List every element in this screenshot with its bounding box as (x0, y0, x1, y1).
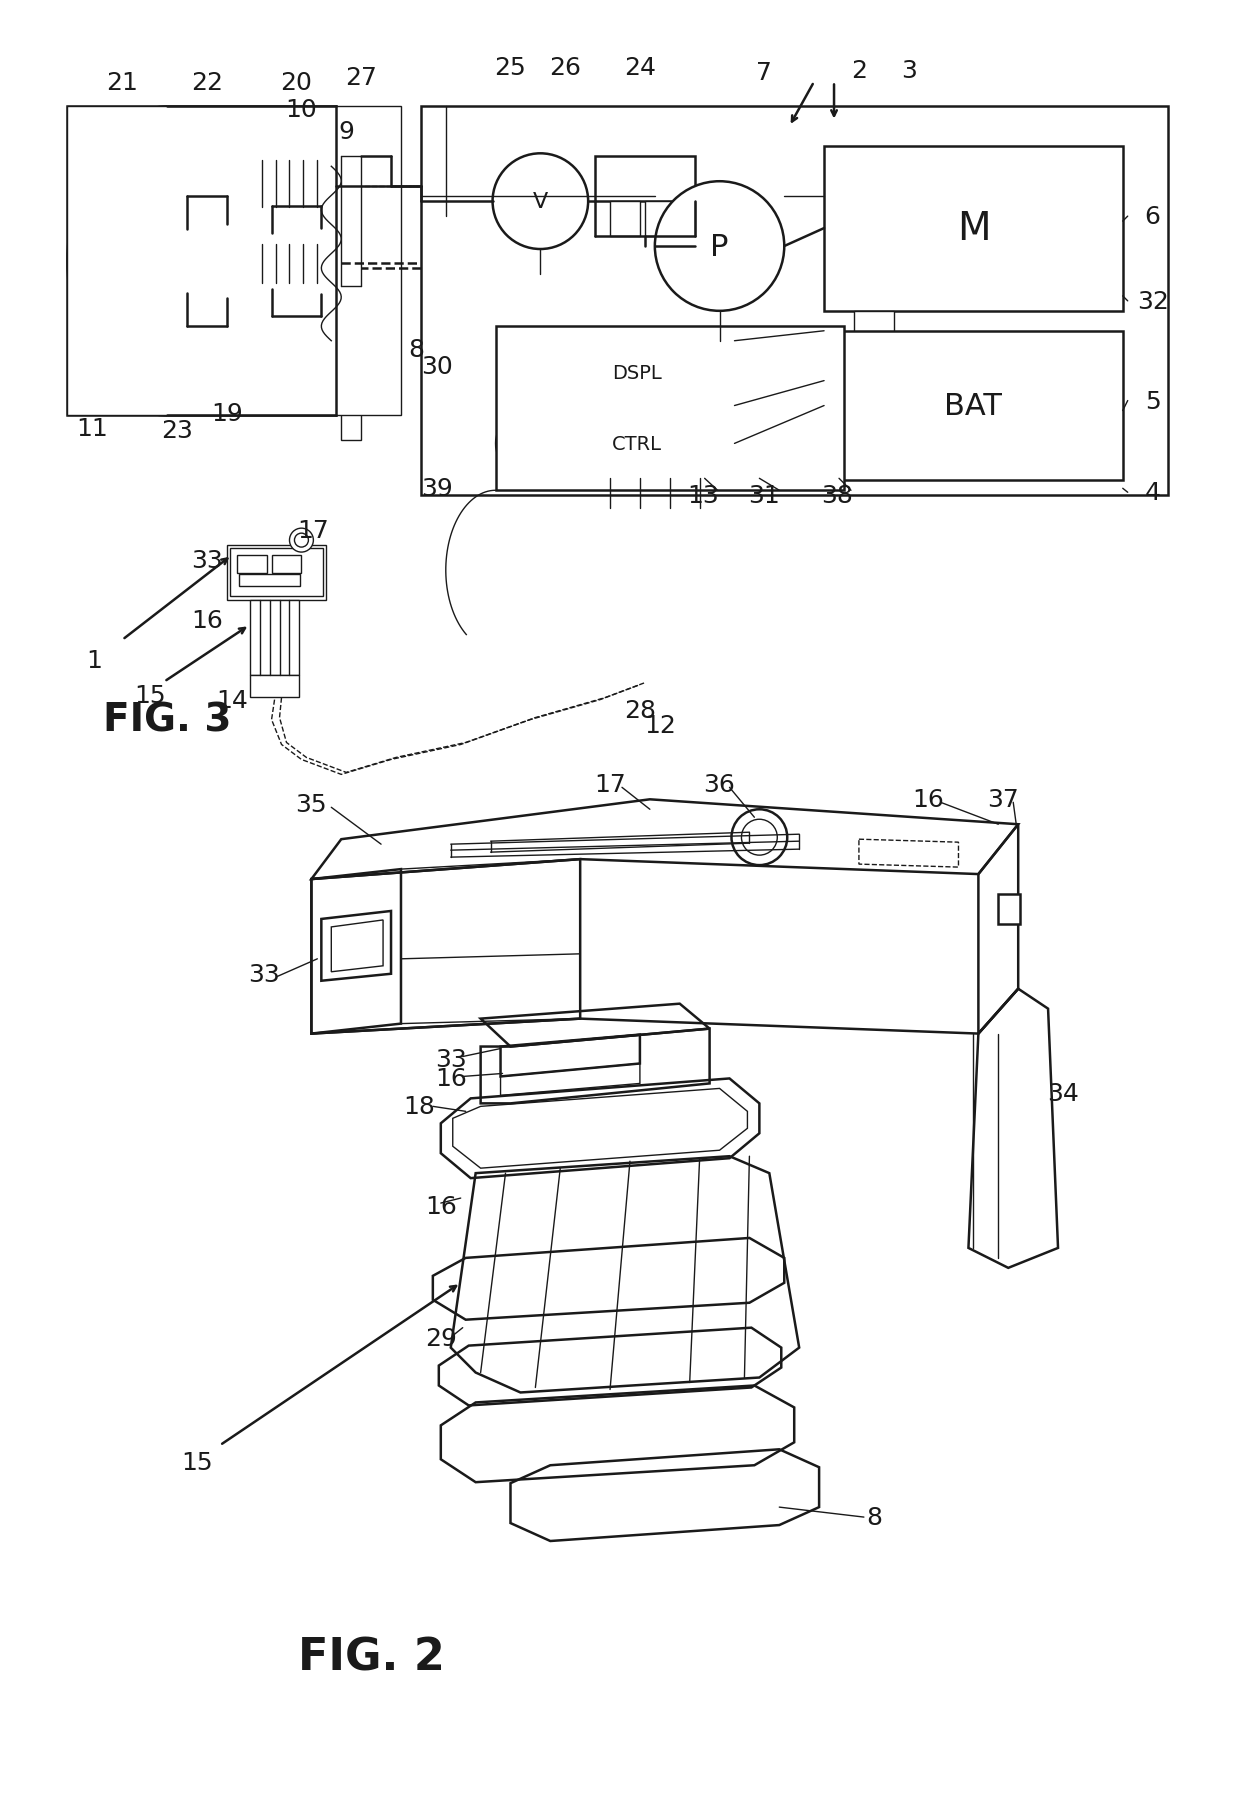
Text: 34: 34 (1047, 1082, 1079, 1106)
Text: FIG. 2: FIG. 2 (298, 1634, 445, 1678)
Circle shape (496, 406, 572, 482)
Text: 15: 15 (134, 683, 166, 707)
Text: 14: 14 (216, 689, 248, 712)
Bar (420, 108, 1168, 496)
Text: 37: 37 (987, 788, 1019, 813)
Text: 12: 12 (644, 714, 676, 737)
Text: 11: 11 (77, 417, 108, 441)
Text: 2: 2 (851, 59, 867, 83)
Text: 8: 8 (408, 338, 424, 361)
Text: 24: 24 (624, 56, 656, 79)
Text: 28: 28 (624, 698, 656, 723)
Text: 8: 8 (866, 1505, 882, 1530)
Bar (998, 895, 1021, 924)
Text: 31: 31 (749, 484, 780, 509)
Bar (709, 379, 728, 397)
Text: 15: 15 (181, 1451, 213, 1474)
Text: V: V (533, 192, 548, 212)
Text: 22: 22 (191, 70, 223, 95)
Text: 27: 27 (345, 65, 377, 90)
Bar (570, 342, 734, 406)
Text: 13: 13 (688, 484, 719, 509)
Text: 33: 33 (191, 548, 223, 574)
Bar (825, 331, 1122, 482)
Text: 16: 16 (425, 1194, 456, 1219)
Text: CTRL: CTRL (611, 435, 662, 453)
Text: 17: 17 (594, 773, 626, 797)
Text: 17: 17 (298, 520, 330, 543)
Text: 30: 30 (420, 354, 453, 378)
Text: 29: 29 (425, 1325, 456, 1350)
Bar (825, 147, 1122, 311)
Bar (272, 556, 301, 574)
Bar (252, 156, 341, 212)
Text: 32: 32 (1137, 289, 1168, 313)
Text: P: P (711, 232, 729, 261)
Bar (229, 548, 324, 597)
Circle shape (294, 534, 309, 548)
Bar (341, 156, 361, 441)
Bar (645, 201, 675, 237)
Circle shape (655, 182, 784, 311)
Text: 38: 38 (821, 484, 853, 509)
Circle shape (742, 820, 777, 856)
Text: 7: 7 (756, 61, 773, 85)
Text: 20: 20 (280, 70, 312, 95)
Text: 35: 35 (295, 793, 327, 816)
Bar (709, 349, 728, 367)
Bar (67, 108, 336, 417)
Bar (595, 156, 694, 201)
Text: 23: 23 (161, 419, 193, 442)
Bar (227, 547, 326, 601)
Bar (854, 311, 894, 334)
Circle shape (492, 155, 588, 250)
Bar (237, 556, 267, 574)
Text: 16: 16 (191, 608, 223, 633)
Text: 33: 33 (435, 1046, 466, 1072)
Bar (252, 243, 341, 286)
Text: 39: 39 (420, 476, 453, 502)
Bar (249, 676, 299, 698)
Circle shape (732, 809, 787, 865)
Text: 4: 4 (1145, 482, 1161, 505)
Text: 36: 36 (703, 773, 735, 797)
Text: 6: 6 (1145, 205, 1161, 228)
Bar (610, 201, 640, 237)
Text: 5: 5 (1145, 390, 1161, 414)
Text: 9: 9 (339, 120, 355, 144)
Text: 16: 16 (435, 1066, 466, 1091)
Text: 21: 21 (107, 70, 138, 95)
Text: 33: 33 (248, 962, 279, 987)
Text: 25: 25 (495, 56, 526, 79)
Bar (239, 575, 300, 586)
Text: 18: 18 (403, 1095, 435, 1118)
Text: 1: 1 (87, 649, 103, 672)
Text: 16: 16 (913, 788, 945, 813)
Text: M: M (956, 210, 991, 248)
Text: 10: 10 (285, 99, 317, 122)
Bar (249, 601, 299, 676)
Text: 26: 26 (549, 56, 582, 79)
Text: DSPL: DSPL (613, 363, 662, 383)
Bar (496, 327, 844, 491)
Circle shape (289, 529, 314, 552)
Bar (67, 108, 401, 417)
Text: 3: 3 (900, 59, 916, 83)
Text: 19: 19 (211, 401, 243, 426)
Bar (570, 410, 734, 478)
Text: FIG. 3: FIG. 3 (103, 701, 232, 739)
Text: BAT: BAT (945, 392, 1002, 421)
